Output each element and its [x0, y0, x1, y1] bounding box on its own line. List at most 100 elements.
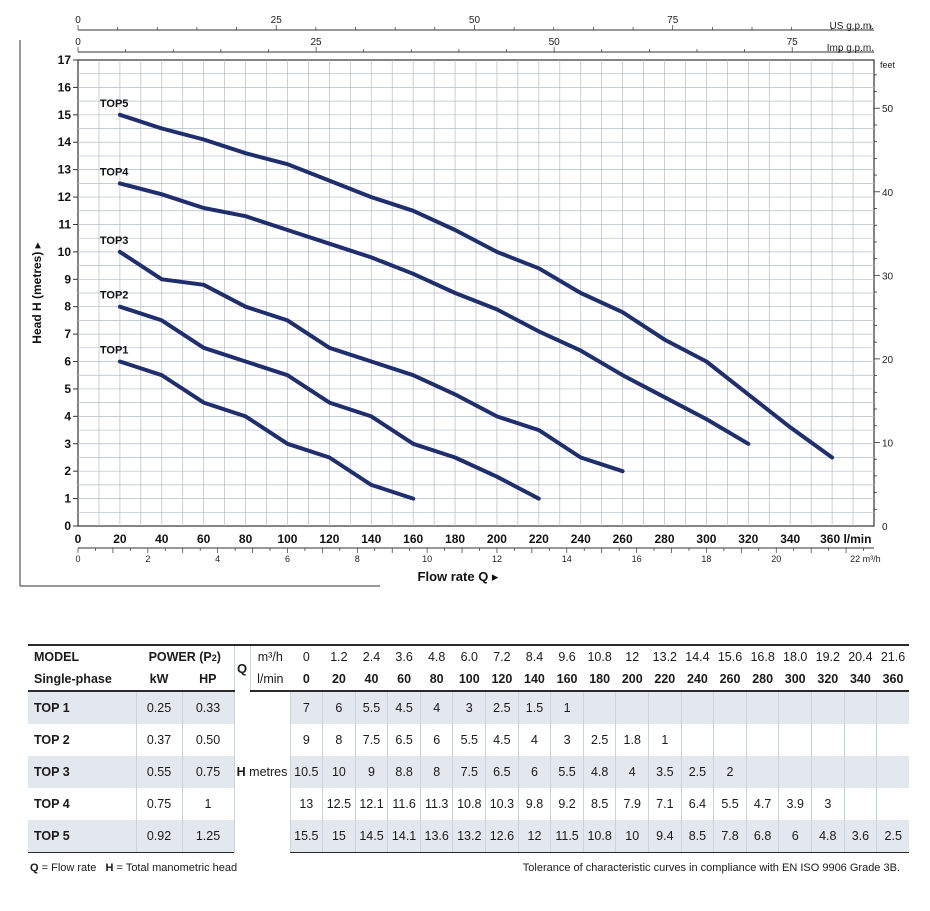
head-value [680, 691, 714, 724]
y-axis-title: Head H (metres) ▸ [30, 242, 44, 343]
lmin-value: 240 [681, 668, 714, 692]
x-tick-label: 220 [529, 532, 549, 546]
m3h-value: 1.2 [322, 644, 356, 668]
power-header: POWER (P2) [136, 644, 235, 668]
table-row: TOP 4 0.75 1 13 12.5 12.1 11.6 11.3 10.8 10.3 9.8 9… [28, 788, 910, 820]
head-value: 6.4 [680, 788, 714, 820]
lmin-value: 120 [485, 668, 519, 692]
x-tick-label: 120 [319, 532, 339, 546]
head-value [843, 691, 877, 724]
head-value: 4.8 [582, 756, 616, 788]
head-value: 4.8 [811, 820, 845, 853]
x-tick-label: 200 [487, 532, 507, 546]
power-kw: 0.25 [135, 691, 182, 724]
y-tick-label: 8 [64, 300, 71, 314]
head-value: 14.1 [387, 820, 421, 853]
head-value: 7 [289, 691, 323, 724]
usgpm-tick-label: 50 [469, 15, 481, 26]
x-tick-label: 360 l/min [820, 532, 871, 546]
head-value [778, 691, 812, 724]
head-value [843, 788, 877, 820]
head-value: 4 [419, 691, 453, 724]
power-hp: 0.50 [181, 724, 235, 756]
head-value [745, 756, 779, 788]
x-tick-label: 140 [361, 532, 381, 546]
head-value [680, 724, 714, 756]
head-value: 2 [713, 756, 747, 788]
m3h-tick-label: 22 m³/h [850, 554, 881, 564]
head-value [778, 756, 812, 788]
head-value: 9.2 [550, 788, 584, 820]
power-hp: 1.25 [181, 820, 235, 853]
m3h-tick-label: 4 [215, 554, 220, 564]
lmin-value: 100 [452, 668, 486, 692]
head-value: 2.5 [876, 820, 910, 853]
m3h-value: 20.4 [844, 644, 877, 668]
m3h-value: 4.8 [420, 644, 453, 668]
head-value: 3 [811, 788, 845, 820]
m3h-value: 21.6 [876, 644, 910, 668]
table-header-row: Single-phase kW HP l/min 0 20 40 60 80 100 120 140 1… [28, 668, 910, 692]
head-value: 8.5 [680, 820, 714, 853]
feet-unit-label: feet [880, 60, 896, 70]
head-value: 9 [354, 756, 388, 788]
head-value: 4.7 [745, 788, 779, 820]
curve-label-top2: TOP2 [100, 290, 129, 302]
head-value [876, 756, 910, 788]
head-value: 9.4 [648, 820, 682, 853]
lmin-value: 140 [518, 668, 551, 692]
power-hp: 1 [181, 788, 235, 820]
q-header: Q [233, 644, 251, 691]
feet-tick-label: 30 [882, 271, 894, 282]
head-value: 11.5 [550, 820, 584, 853]
power-hp: 0.75 [181, 756, 235, 788]
x-tick-label: 60 [197, 532, 211, 546]
y-tick-label: 1 [64, 492, 71, 506]
h-text: = Total manometric head [116, 862, 238, 874]
usgpm-tick-label: 75 [667, 15, 679, 26]
impgpm-tick-label: 25 [311, 37, 323, 48]
m3h-tick-label: 6 [285, 554, 290, 564]
curve-top4 [117, 181, 751, 446]
head-value [843, 724, 877, 756]
head-value: 8 [322, 724, 356, 756]
x-tick-label: 280 [655, 532, 675, 546]
model-name: TOP 2 [34, 733, 70, 747]
curve-label-top3: TOP3 [100, 235, 129, 247]
head-value: 13.6 [419, 820, 453, 853]
head-value: 6 [419, 724, 453, 756]
tolerance-note: Tolerance of characteristic curves in co… [522, 862, 900, 874]
m3h-value: 0 [290, 644, 323, 668]
head-value: 7.8 [713, 820, 747, 853]
lmin-value: 40 [355, 668, 388, 692]
model-name: TOP 3 [28, 756, 136, 788]
head-value: 4 [615, 756, 649, 788]
table-row: TOP 2 0.37 0.50 9 8 7.5 6.5 6 5.5 4.5 4 3 2.5 1.8 1 [28, 724, 910, 756]
q-key: Q [30, 862, 39, 874]
y-tick-label: 7 [64, 327, 71, 341]
feet-tick-label: 20 [882, 355, 894, 366]
y-tick-label: 17 [58, 53, 72, 67]
head-value: 1.5 [517, 691, 551, 724]
head-value [876, 691, 910, 724]
legend-footnote: Q = Flow rate H = Total manometric head [30, 862, 237, 874]
head-value: 10.3 [485, 788, 519, 820]
m3h-tick-label: 10 [422, 554, 432, 564]
head-value: 4 [517, 724, 551, 756]
lmin-value: 360 [876, 668, 910, 692]
m3h-tick-label: 8 [355, 554, 360, 564]
head-value: 15 [322, 820, 356, 853]
y-tick-label: 15 [58, 108, 72, 122]
head-value [811, 724, 845, 756]
head-value: 6.5 [387, 724, 421, 756]
head-value: 11.6 [387, 788, 421, 820]
head-value: 7.5 [452, 756, 486, 788]
lmin-value: 260 [713, 668, 747, 692]
usgpm-unit-label: US g.p.m. [830, 21, 874, 32]
m3h-unit: m³/h [249, 644, 291, 668]
hp-header: HP [182, 668, 235, 692]
y-tick-label: 3 [64, 437, 71, 451]
head-value: 6 [778, 820, 812, 853]
head-value: 2.5 [582, 724, 616, 756]
